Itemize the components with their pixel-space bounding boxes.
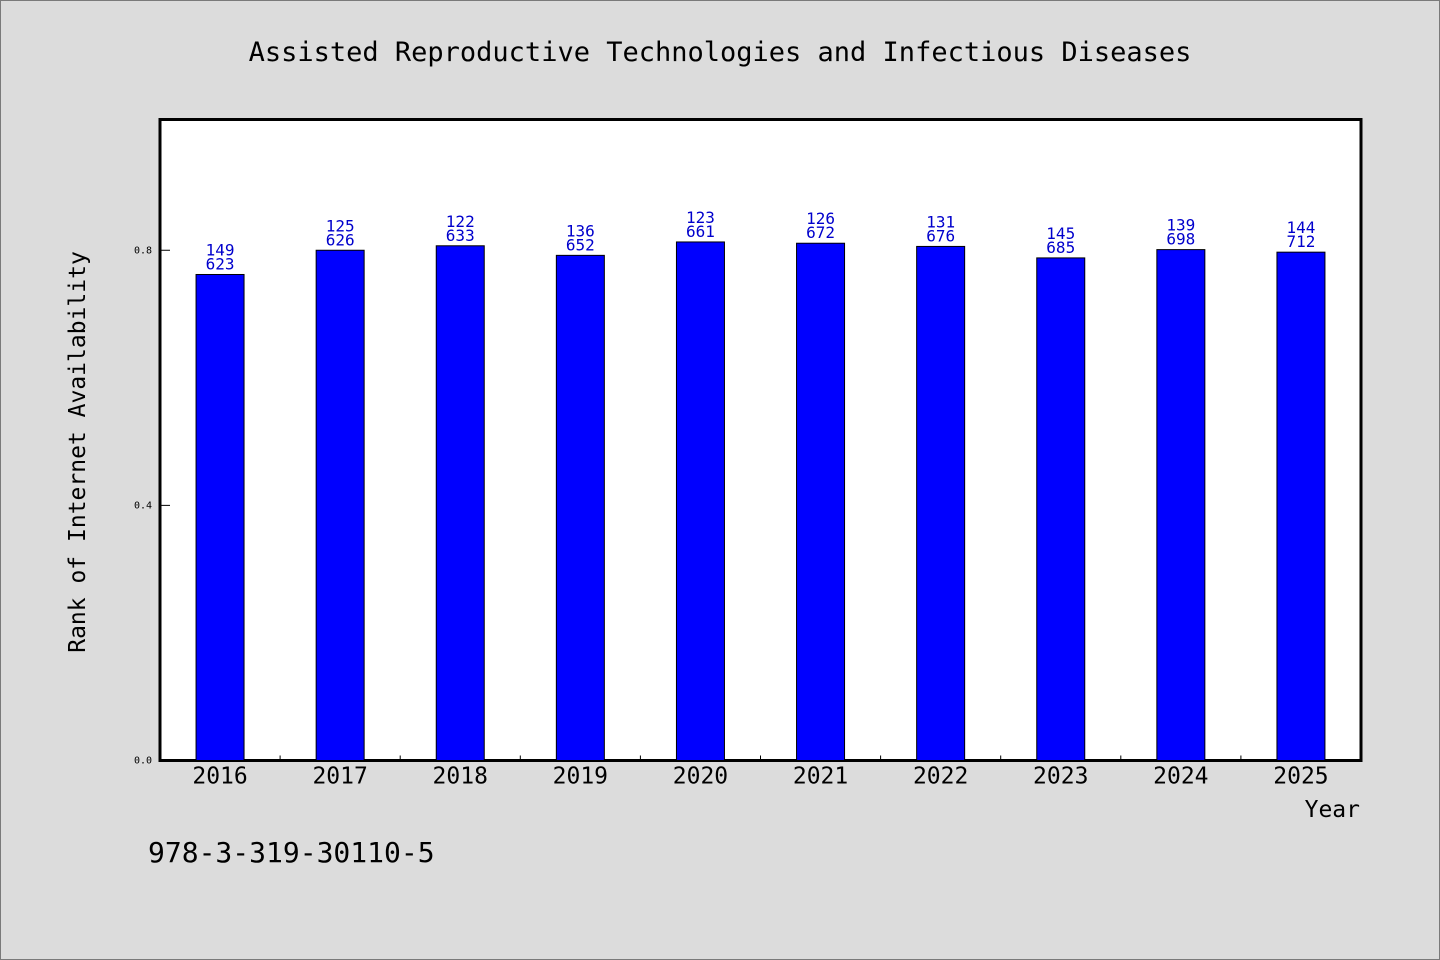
bar-2016 <box>195 273 245 761</box>
data-label-top-2019: 136 <box>566 221 595 240</box>
data-label-top-2024: 139 <box>1166 216 1195 235</box>
x-tick-label-2024: 2024 <box>1153 764 1208 790</box>
data-label-top-2021: 126 <box>806 209 835 228</box>
data-label-top-2017: 125 <box>326 216 355 235</box>
data-label-bottom-2025: 712 <box>1286 232 1315 251</box>
bar-2021 <box>796 242 846 761</box>
data-label-top-2023: 145 <box>1046 224 1075 243</box>
data-label-top-2025: 144 <box>1286 218 1315 237</box>
bar-2019 <box>555 254 605 761</box>
x-tick-label-2022: 2022 <box>913 764 968 790</box>
data-label-top-2020: 123 <box>686 208 715 227</box>
data-label-top-2022: 131 <box>926 212 955 231</box>
y-axis: 0.0 0.4 0.8 <box>134 245 170 767</box>
x-tick-label-2017: 2017 <box>312 764 367 790</box>
bar-2024 <box>1156 249 1206 761</box>
y-tick-label-0.8: 0.8 <box>134 245 152 256</box>
data-label-bottom-2024: 698 <box>1166 230 1195 249</box>
bar-2023 <box>1036 257 1086 761</box>
bars-group <box>195 241 1326 761</box>
x-tick-label-2023: 2023 <box>1033 764 1088 790</box>
x-tick-label-2016: 2016 <box>192 764 247 790</box>
y-tick-label-0.4: 0.4 <box>134 500 152 511</box>
bar-2022 <box>916 245 966 761</box>
y-axis-label: Rank of Internet Availability <box>65 251 91 653</box>
data-label-bottom-2017: 626 <box>326 230 355 249</box>
chart-title: Assisted Reproductive Technologies and I… <box>249 37 1192 68</box>
data-label-top-2016: 149 <box>206 240 235 259</box>
data-label-bottom-2016: 623 <box>206 254 235 273</box>
x-tick-label-2021: 2021 <box>793 764 848 790</box>
isbn-label: 978-3-319-30110-5 <box>148 836 435 869</box>
x-axis: 2016 2017 2018 2019 2020 2021 2022 2023 2024 2025 <box>192 755 1329 790</box>
x-axis-label: Year <box>1305 797 1360 823</box>
x-tick-label-2019: 2019 <box>553 764 608 790</box>
data-label-bottom-2019: 652 <box>566 235 595 254</box>
x-tick-label-2018: 2018 <box>433 764 488 790</box>
bar-2020 <box>675 241 725 761</box>
data-label-bottom-2023: 685 <box>1046 238 1075 257</box>
bar-2017 <box>315 249 365 761</box>
x-tick-label-2020: 2020 <box>673 764 728 790</box>
data-label-bottom-2022: 676 <box>926 226 955 245</box>
bar-2025 <box>1276 251 1326 761</box>
data-label-bottom-2021: 672 <box>806 223 835 242</box>
data-label-top-2018: 122 <box>446 212 475 231</box>
x-tick-label-2025: 2025 <box>1273 764 1328 790</box>
y-tick-label-0.0: 0.0 <box>134 756 152 767</box>
bar-2018 <box>435 245 485 761</box>
data-label-bottom-2020: 661 <box>686 222 715 241</box>
data-label-bottom-2018: 633 <box>446 226 475 245</box>
